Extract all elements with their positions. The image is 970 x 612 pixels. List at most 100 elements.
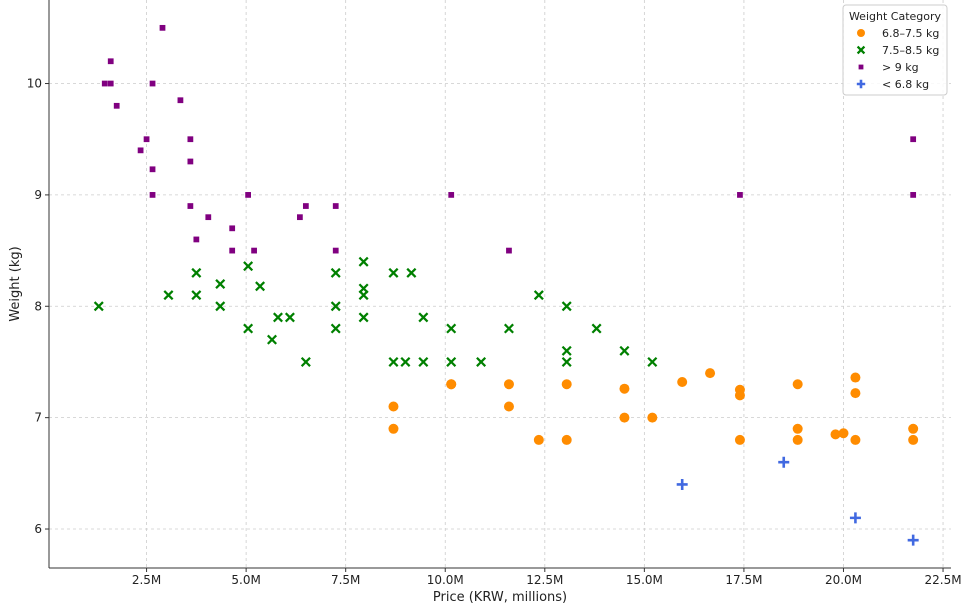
data-point xyxy=(113,102,120,109)
data-point xyxy=(446,356,457,367)
data-point xyxy=(187,136,194,143)
data-point xyxy=(243,323,254,334)
data-point xyxy=(418,356,429,367)
data-point xyxy=(849,512,861,524)
data-point xyxy=(101,80,108,87)
x-tick-label: 15.0M xyxy=(626,573,663,587)
data-point xyxy=(358,312,369,323)
data-point xyxy=(191,290,202,301)
legend-marker xyxy=(856,45,866,55)
data-point xyxy=(149,192,156,198)
data-point xyxy=(561,379,572,390)
data-point xyxy=(561,356,572,367)
data-point xyxy=(792,434,803,445)
y-axis-label: Weight (kg) xyxy=(8,246,23,321)
data-point xyxy=(388,356,399,367)
data-point xyxy=(561,434,572,445)
data-point xyxy=(187,158,194,165)
data-point xyxy=(187,203,194,209)
data-point xyxy=(193,236,200,243)
legend-marker xyxy=(857,29,865,37)
data-point xyxy=(272,312,283,323)
data-point xyxy=(332,203,339,209)
data-point xyxy=(910,192,917,198)
data-point xyxy=(330,267,341,278)
data-point xyxy=(358,283,369,294)
legend-marker xyxy=(858,64,864,70)
data-point xyxy=(850,388,861,399)
data-point xyxy=(503,401,514,412)
data-point xyxy=(107,58,114,65)
x-tick-label: 7.5M xyxy=(331,573,360,587)
data-point xyxy=(734,434,745,445)
data-point xyxy=(910,136,917,143)
data-point xyxy=(388,267,399,278)
data-point xyxy=(677,377,688,388)
data-point xyxy=(533,290,544,301)
data-point xyxy=(163,290,174,301)
legend-marker xyxy=(856,79,866,89)
data-point xyxy=(503,323,514,334)
data-point xyxy=(446,379,457,390)
data-point xyxy=(647,412,658,423)
data-point xyxy=(159,24,166,31)
data-point xyxy=(93,301,104,312)
legend-label: > 9 kg xyxy=(882,61,919,74)
data-point xyxy=(400,356,411,367)
data-point xyxy=(215,279,226,289)
data-point xyxy=(561,301,572,312)
data-point xyxy=(143,136,150,143)
data-point xyxy=(561,345,572,356)
data-point xyxy=(332,247,339,254)
data-point xyxy=(619,383,630,394)
y-tick-label: 6 xyxy=(34,522,42,536)
data-point xyxy=(149,166,156,173)
data-point xyxy=(908,434,919,445)
data-point xyxy=(830,429,841,440)
x-tick-label: 12.5M xyxy=(526,573,563,587)
data-point xyxy=(850,372,861,383)
x-tick-label: 20.0M xyxy=(825,573,862,587)
data-point xyxy=(647,356,658,367)
x-axis-label: Price (KRW, millions) xyxy=(433,590,567,605)
legend-label: 6.8–7.5 kg xyxy=(882,27,939,40)
data-point xyxy=(778,456,790,468)
data-point xyxy=(243,261,254,272)
legend-box xyxy=(842,4,948,96)
data-point xyxy=(330,323,341,334)
data-point xyxy=(229,247,236,254)
data-point xyxy=(149,80,156,87)
data-point xyxy=(676,478,688,490)
data-point xyxy=(255,281,266,292)
y-tick-label: 8 xyxy=(34,299,42,313)
data-point xyxy=(418,312,429,323)
data-point xyxy=(297,214,303,221)
y-tick-label: 10 xyxy=(27,77,42,91)
data-point xyxy=(850,434,861,445)
x-tick-label: 22.5M xyxy=(924,573,961,587)
y-tick-label: 9 xyxy=(34,188,42,202)
data-point xyxy=(838,428,849,439)
gridlines xyxy=(49,0,951,568)
data-point xyxy=(476,356,487,367)
data-point xyxy=(533,434,544,445)
data-point xyxy=(205,214,212,221)
data-point xyxy=(245,192,251,198)
data-point xyxy=(215,301,226,312)
data-point xyxy=(107,80,114,87)
data-point xyxy=(908,423,919,434)
data-point xyxy=(251,247,257,254)
x-tick-label: 17.5M xyxy=(725,573,762,587)
x-tick-label: 5.0M xyxy=(231,573,260,587)
data-point xyxy=(388,423,399,434)
data-points xyxy=(93,24,919,546)
legend-title: Weight Category xyxy=(849,10,942,23)
data-point xyxy=(737,192,743,198)
data-point xyxy=(284,312,295,323)
data-point xyxy=(619,412,630,423)
data-point xyxy=(448,192,455,198)
tick-labels: 2.5M 5.0M 7.5M 10.0M 12.5M 15.0M 17.5M 20.0M 22.… xyxy=(27,77,962,587)
x-tick-label: 2.5M xyxy=(132,573,161,587)
data-point xyxy=(446,323,457,334)
